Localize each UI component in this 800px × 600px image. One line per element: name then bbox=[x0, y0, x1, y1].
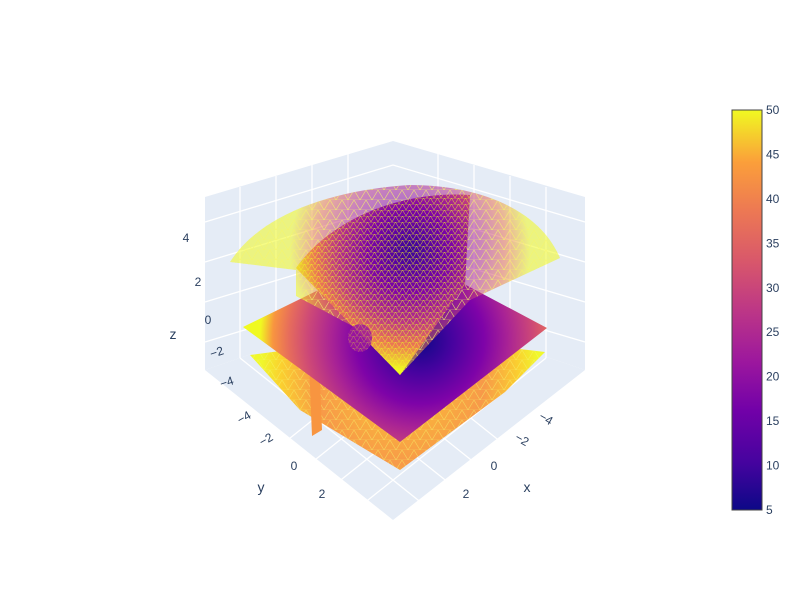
inner-sphere-mesh bbox=[348, 324, 372, 352]
y-tick-label: 2 bbox=[319, 487, 326, 501]
y-tick-label: 0 bbox=[291, 459, 298, 473]
z-tick-label: 2 bbox=[195, 275, 202, 289]
z-tick-label: −2 bbox=[208, 343, 226, 361]
y-tick-label: −2 bbox=[257, 430, 276, 449]
x-tick-label: −2 bbox=[513, 430, 532, 449]
z-tick-label: 0 bbox=[205, 313, 212, 327]
y-axis: −4 −2 0 2 y bbox=[235, 408, 326, 501]
colorbar-tick-label: 40 bbox=[766, 192, 780, 206]
colorbar-tick-label: 5 bbox=[766, 503, 773, 517]
y-axis-title: y bbox=[258, 479, 265, 495]
x-tick-label: 2 bbox=[463, 487, 470, 501]
colorbar-tick-label: 20 bbox=[766, 370, 780, 384]
x-tick-label: 0 bbox=[491, 459, 498, 473]
inner-cone-mesh bbox=[296, 194, 470, 375]
colorbar-tick-label: 45 bbox=[766, 147, 780, 161]
z-tick-label: −4 bbox=[218, 373, 236, 391]
colorbar-tick-label: 10 bbox=[766, 459, 780, 473]
z-tick-label: 4 bbox=[183, 231, 190, 245]
colorbar-tick-label: 25 bbox=[766, 325, 780, 339]
x-axis-title: x bbox=[524, 479, 531, 495]
z-axis-title: z bbox=[170, 326, 177, 342]
x-tick-label: −4 bbox=[537, 409, 556, 428]
colorbar-gradient bbox=[731, 109, 763, 511]
colorbar: 50 45 40 35 30 25 20 15 10 5 bbox=[731, 103, 780, 517]
colorbar-tick-label: 30 bbox=[766, 281, 780, 295]
x-axis: −4 −2 0 2 x bbox=[463, 409, 556, 501]
colorbar-ticks: 50 45 40 35 30 25 20 15 10 5 bbox=[766, 103, 780, 517]
surfaces bbox=[230, 185, 560, 470]
colorbar-tick-label: 15 bbox=[766, 414, 780, 428]
y-tick-label: −4 bbox=[235, 408, 254, 427]
colorbar-tick-label: 50 bbox=[766, 103, 780, 117]
colorbar-tick-label: 35 bbox=[766, 236, 780, 250]
z-axis: 4 2 0 −2 −4 z bbox=[170, 231, 236, 391]
